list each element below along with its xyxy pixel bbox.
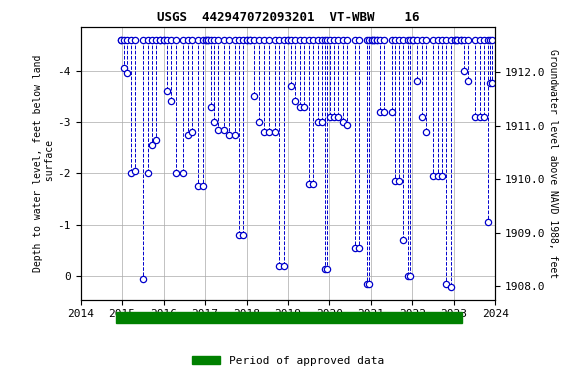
Title: USGS  442947072093201  VT-WBW    16: USGS 442947072093201 VT-WBW 16 bbox=[157, 11, 419, 24]
Y-axis label: Depth to water level, feet below land
 surface: Depth to water level, feet below land su… bbox=[33, 55, 55, 272]
Y-axis label: Groundwater level above NAVD 1988, feet: Groundwater level above NAVD 1988, feet bbox=[548, 49, 558, 278]
Legend: Period of approved data: Period of approved data bbox=[188, 351, 388, 370]
Bar bbox=[116, 312, 462, 323]
